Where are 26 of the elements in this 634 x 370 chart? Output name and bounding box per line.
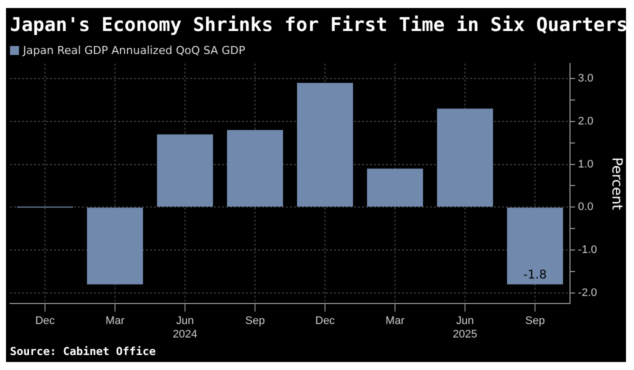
bar — [227, 130, 284, 207]
x-tick-label: Jun 2025 — [452, 315, 478, 340]
x-tick-label: Dec — [315, 315, 336, 328]
y-tick-label: 1.0 — [578, 158, 594, 170]
data-label: -1.8 — [523, 267, 547, 282]
x-tick-label: Sep — [525, 315, 545, 328]
bar — [297, 82, 354, 207]
y-tick-label: -2.0 — [578, 286, 598, 299]
x-tick-label: Jun 2024 — [172, 315, 198, 340]
bar — [437, 108, 494, 207]
bar — [87, 208, 144, 284]
y-tick-label: -1.0 — [578, 244, 598, 256]
bar — [367, 168, 424, 207]
y-axis-title: Percent — [608, 157, 624, 210]
y-tick-label: 0.0 — [578, 201, 594, 214]
source-note: Source: Cabinet Office — [10, 345, 156, 358]
y-tick-label: 3.0 — [578, 72, 594, 85]
y-tick-label: 2.0 — [578, 115, 594, 128]
x-tick-label: Mar — [106, 315, 125, 328]
legend-label: Japan Real GDP Annualized QoQ SA GDP — [23, 44, 246, 57]
x-tick-label: Mar — [386, 315, 405, 328]
x-tick-label: Dec — [35, 315, 56, 328]
bar — [157, 134, 214, 207]
bar — [507, 208, 564, 284]
x-tick-label: Sep — [245, 315, 265, 328]
chart-title: Japan's Economy Shrinks for First Time in Six Quarters — [10, 14, 628, 36]
